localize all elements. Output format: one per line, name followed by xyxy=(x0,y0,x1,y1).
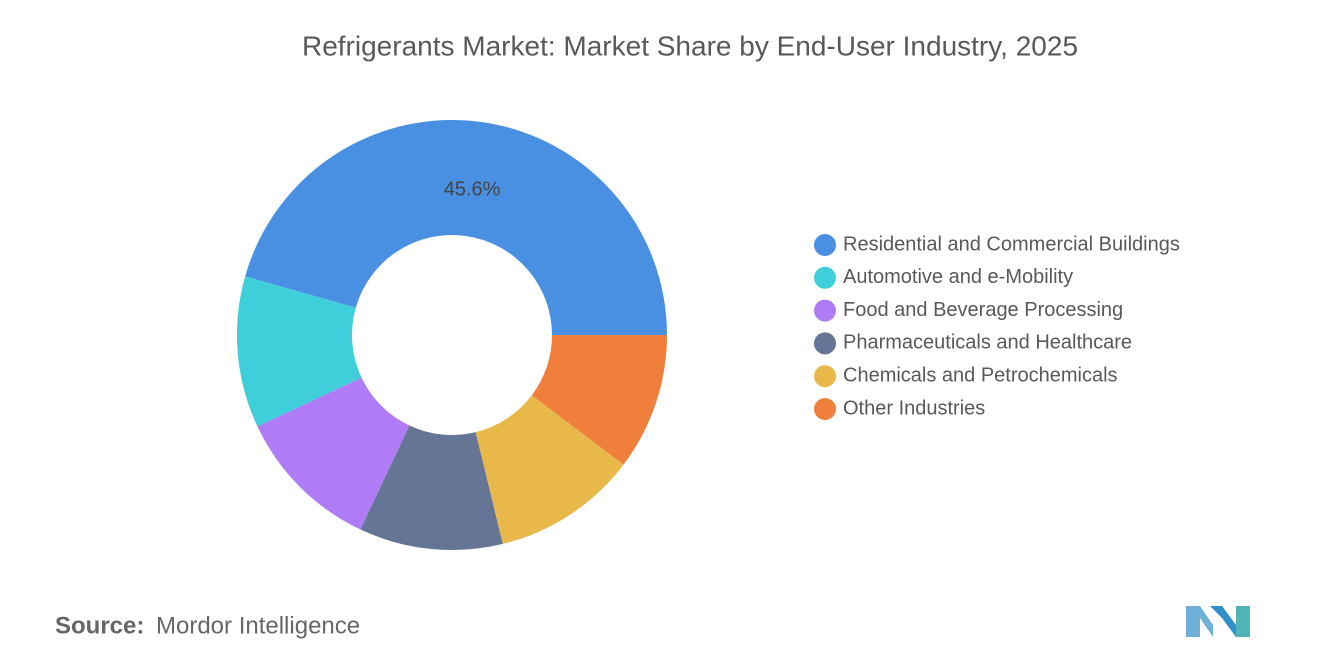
legend: Residential and Commercial Buildings Auto… xyxy=(814,233,1180,420)
legend-label: Chemicals and Petrochemicals xyxy=(843,364,1118,386)
data-label: 45.6% xyxy=(444,179,501,201)
donut-segment xyxy=(237,276,362,427)
legend-label: Residential and Commercial Buildings xyxy=(843,233,1180,255)
source-text: Mordor Intelligence xyxy=(156,612,360,639)
legend-marker xyxy=(814,365,836,388)
logo xyxy=(1186,606,1250,637)
donut-segment xyxy=(245,119,667,335)
donut-segment xyxy=(360,425,503,551)
donut: 45.6% xyxy=(237,119,667,551)
chart-title: Refrigerants Market: Market Share by End… xyxy=(302,30,1078,61)
legend-marker xyxy=(814,266,836,289)
legend-marker xyxy=(814,398,836,420)
donut-segment xyxy=(531,335,667,465)
legend-marker xyxy=(814,332,836,355)
legend-label: Other Industries xyxy=(843,397,985,419)
legend-label: Pharmaceuticals and Healthcare xyxy=(843,332,1132,354)
legend-label: Food and Beverage Processing xyxy=(843,299,1123,321)
legend-marker xyxy=(814,299,836,322)
donut-segment xyxy=(257,377,410,530)
legend-label: Automotive and e-Mobility xyxy=(843,266,1073,288)
source-label: Source: xyxy=(55,612,144,639)
legend-marker xyxy=(814,234,836,256)
donut-segment xyxy=(475,395,624,544)
